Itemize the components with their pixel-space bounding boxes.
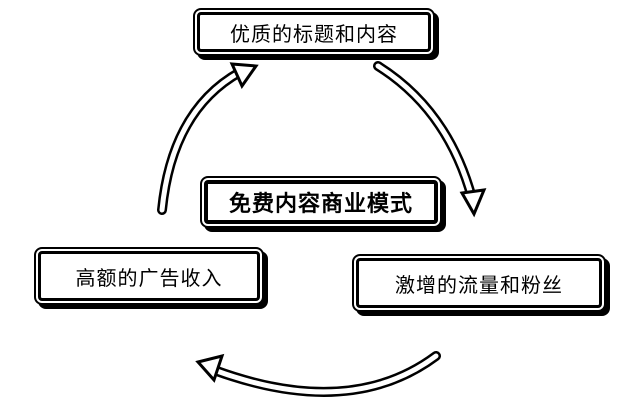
arrow-top-to-right <box>373 61 487 218</box>
node-traffic-fans: 激增的流量和粉丝 <box>356 258 602 308</box>
node-quality-content: 优质的标题和内容 <box>197 12 431 52</box>
diagram-title: 免费内容商业模式 <box>204 180 438 224</box>
arrow-right-to-left <box>195 351 441 397</box>
arrow-left-to-top <box>157 62 259 215</box>
node-ad-revenue: 高额的广告收入 <box>38 251 260 301</box>
